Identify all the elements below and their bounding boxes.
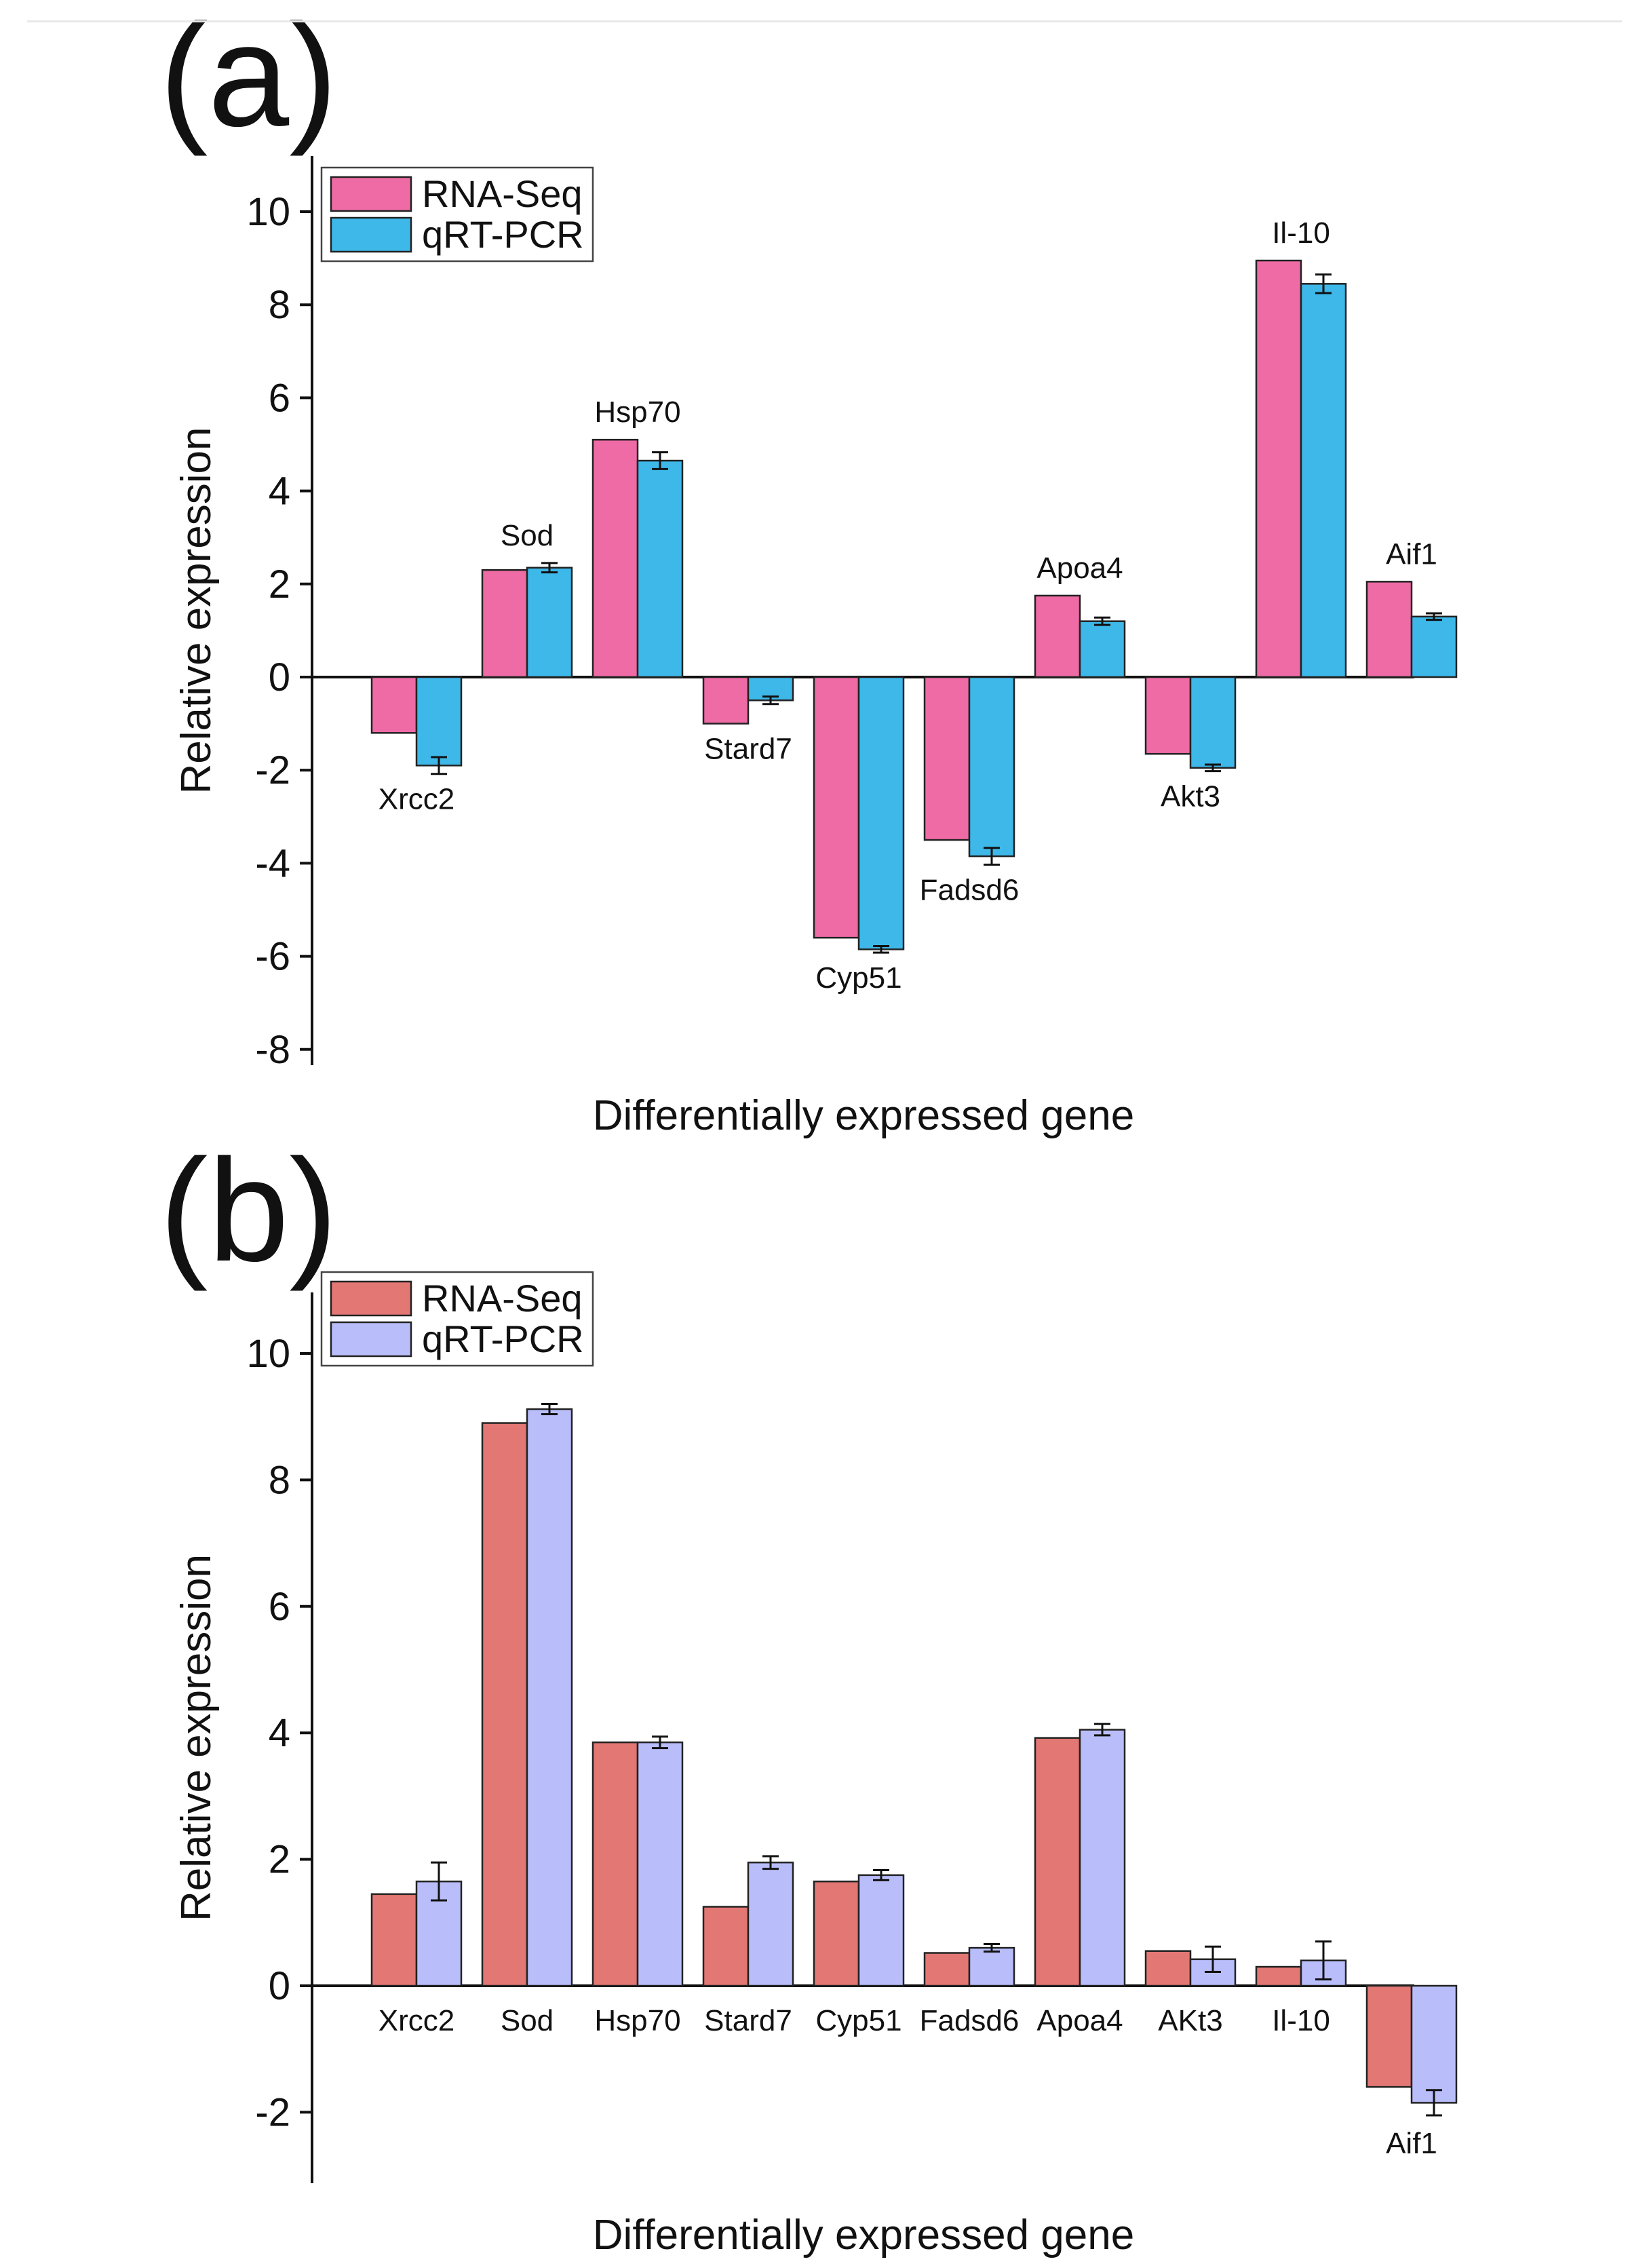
category-label: Akt3 <box>1161 780 1220 813</box>
category-label: Apoa4 <box>1036 552 1123 585</box>
bar-rna-seq <box>591 438 639 678</box>
y-tick-label: -2 <box>255 2090 290 2134</box>
bar-rna-seq <box>1034 1737 1081 1987</box>
y-tick-label: 10 <box>246 190 290 234</box>
bar-rna-seq <box>481 569 528 678</box>
bar-rna-seq <box>1255 259 1302 678</box>
bar-qrt-pcr <box>526 566 573 678</box>
bar-rna-seq <box>702 676 750 725</box>
category-label: Il-10 <box>1272 2004 1330 2037</box>
bar-rna-seq <box>702 1906 750 1987</box>
category-label: Sod <box>501 519 554 552</box>
bar-qrt-pcr <box>415 676 463 767</box>
bar-rna-seq <box>1144 1950 1192 1987</box>
category-label: Apoa4 <box>1036 2004 1123 2037</box>
top-divider <box>27 20 1622 22</box>
category-label: Xrcc2 <box>379 783 454 816</box>
bar-rna-seq <box>1034 594 1081 678</box>
legend-swatch <box>330 1321 412 1358</box>
bar-rna-seq <box>1365 581 1413 678</box>
y-tick-label: 0 <box>269 655 290 699</box>
x-axis-title: Differentially expressed gene <box>593 1092 1134 1139</box>
bar-rna-seq <box>923 1952 971 1987</box>
y-tick-label: -6 <box>255 935 290 979</box>
y-tick-label: -2 <box>255 748 290 792</box>
bar-qrt-pcr <box>747 1862 794 1987</box>
legend-label: RNA-Seq <box>422 1277 583 1320</box>
y-tick-label: 8 <box>269 1458 290 1502</box>
bar-qrt-pcr <box>1410 615 1458 678</box>
bar-qrt-pcr <box>968 1946 1015 1987</box>
bar-qrt-pcr <box>1189 676 1237 769</box>
legend-label: RNA-Seq <box>422 172 583 215</box>
y-tick-label: 6 <box>269 376 290 420</box>
category-label: Hsp70 <box>594 396 680 429</box>
category-label: Cyp51 <box>815 961 901 995</box>
bar-rna-seq <box>1144 676 1192 755</box>
bar-qrt-pcr <box>857 676 905 950</box>
legend-label: qRT-PCR <box>422 213 584 256</box>
y-axis-title: Relative expression <box>173 1554 220 1921</box>
category-label: Aif1 <box>1386 537 1437 571</box>
bar-qrt-pcr <box>968 676 1015 858</box>
bar-qrt-pcr <box>1079 1729 1126 1987</box>
x-axis-title: Differentially expressed gene <box>593 2212 1134 2259</box>
category-label: Xrcc2 <box>379 2004 454 2037</box>
y-tick-label: 8 <box>269 283 290 327</box>
category-label: Cyp51 <box>815 2004 901 2037</box>
legend-swatch <box>330 216 412 253</box>
bar-qrt-pcr <box>1300 283 1347 678</box>
bar-qrt-pcr <box>857 1874 905 1987</box>
y-tick-label: -8 <box>255 1028 290 1072</box>
y-tick-label: 0 <box>269 1964 290 2008</box>
category-label: Fadsd6 <box>920 2004 1020 2037</box>
y-tick-label: 10 <box>246 1332 290 1376</box>
legend-label: qRT-PCR <box>422 1318 584 1360</box>
y-tick-label: 6 <box>269 1585 290 1629</box>
bar-rna-seq <box>1365 1984 1413 2088</box>
y-axis-title: Relative expression <box>173 427 220 794</box>
category-label: Fadsd6 <box>920 873 1020 906</box>
bar-rna-seq <box>923 676 971 841</box>
category-label: Sod <box>501 2004 554 2037</box>
bar-qrt-pcr <box>636 459 684 678</box>
category-label: Aif1 <box>1386 2127 1437 2160</box>
category-label: Stard7 <box>704 2004 792 2037</box>
bar-rna-seq <box>370 1893 418 1987</box>
bar-qrt-pcr <box>636 1741 684 1987</box>
bar-qrt-pcr <box>1410 1984 1458 2104</box>
bar-rna-seq <box>813 676 860 939</box>
bar-rna-seq <box>370 676 418 734</box>
y-tick-label: 2 <box>269 562 290 607</box>
panel-label: (b) <box>159 1128 338 1292</box>
legend-swatch <box>330 176 412 212</box>
legend-swatch <box>330 1280 412 1317</box>
panel-label: (a) <box>159 0 338 157</box>
bar-qrt-pcr <box>1079 620 1126 678</box>
category-label: AKt3 <box>1158 2004 1222 2037</box>
y-tick-label: 2 <box>269 1838 290 1882</box>
category-label: Stard7 <box>704 733 792 766</box>
bar-qrt-pcr <box>526 1408 573 1987</box>
category-label: Il-10 <box>1272 216 1330 250</box>
category-label: Hsp70 <box>594 2004 680 2037</box>
y-tick-label: 4 <box>269 1711 290 1755</box>
bar-rna-seq <box>813 1880 860 1987</box>
y-tick-label: 4 <box>269 469 290 514</box>
bar-rna-seq <box>481 1422 528 1987</box>
bar-rna-seq <box>591 1741 639 1987</box>
bar-rna-seq <box>1255 1965 1302 1987</box>
y-tick-label: -4 <box>255 841 290 885</box>
